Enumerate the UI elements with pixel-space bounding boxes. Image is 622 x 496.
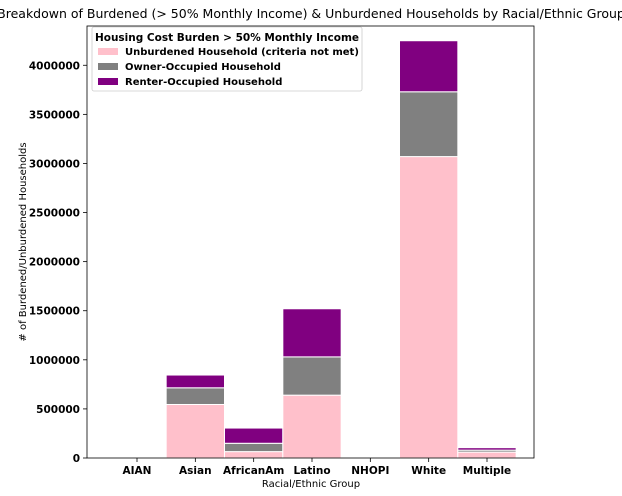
bar-white-series-2 (399, 91, 459, 158)
legend-swatch-3 (98, 78, 118, 85)
bar-asian-series-1 (165, 403, 226, 459)
legend-swatch-2 (98, 63, 118, 70)
y-axis-label: # of Burdened/Unburdened Households (18, 142, 29, 341)
x-tick-label-latino: Latino (293, 465, 330, 477)
legend-swatch-1 (98, 48, 118, 55)
bar-africanam-series-2 (224, 442, 284, 453)
plot-frame (86, 25, 535, 459)
x-tick-label-asian: Asian (179, 465, 212, 477)
x-tick-label-africanam: AfricanAm (223, 465, 284, 477)
legend-label-1: Unburdened Household (criteria not met) (125, 47, 359, 58)
bar-multiple-series-3 (457, 447, 517, 451)
x-axis-label: Racial/Ethnic Group (262, 479, 360, 490)
bar-latino-series-2 (282, 356, 342, 396)
y-tick-label: 4000000 (29, 60, 80, 72)
bar-latino-series-1 (282, 394, 342, 459)
bar-latino-series-3 (282, 308, 342, 358)
bar-white-series-1 (399, 156, 459, 459)
legend-label-3: Renter-Occupied Household (125, 77, 282, 88)
x-tick-label-white: White (411, 465, 446, 477)
bar-white-series-3 (399, 40, 459, 93)
y-tick-label: 2000000 (29, 257, 80, 269)
plot-area (107, 40, 517, 459)
legend-title: Housing Cost Burden > 50% Monthly Income (95, 32, 359, 44)
chart-title: Breakdown of Burdened (> 50% Monthly Inc… (0, 6, 622, 21)
y-tick-label: 2500000 (29, 208, 80, 220)
y-tick-label: 3000000 (29, 158, 80, 170)
x-tick-label-aian: AIAN (123, 465, 152, 477)
bar-africanam-series-1 (224, 451, 284, 459)
x-axis: AIAN Asian AfricanAm Latino NHOPI White Multip… (123, 458, 511, 477)
bar-africanam-series-3 (224, 427, 284, 444)
bar-asian-series-2 (165, 387, 226, 405)
legend-label-2: Owner-Occupied Household (125, 62, 281, 73)
y-tick-label: 500000 (36, 404, 80, 416)
legend: Housing Cost Burden > 50% Monthly Income… (91, 26, 363, 92)
y-tick-label: 0 (73, 453, 80, 465)
bar-multiple-series-1 (457, 451, 517, 459)
y-axis: 0 500000 1000000 1500000 2000000 2500000 30000… (29, 60, 87, 465)
bar-asian-series-3 (165, 374, 226, 389)
y-tick-label: 3500000 (29, 109, 80, 121)
y-tick-label: 1500000 (29, 306, 80, 318)
y-tick-label: 1000000 (29, 355, 80, 367)
legend-box (91, 26, 363, 92)
x-tick-label-nhopi: NHOPI (351, 465, 389, 477)
x-tick-label-multiple: Multiple (463, 465, 511, 477)
